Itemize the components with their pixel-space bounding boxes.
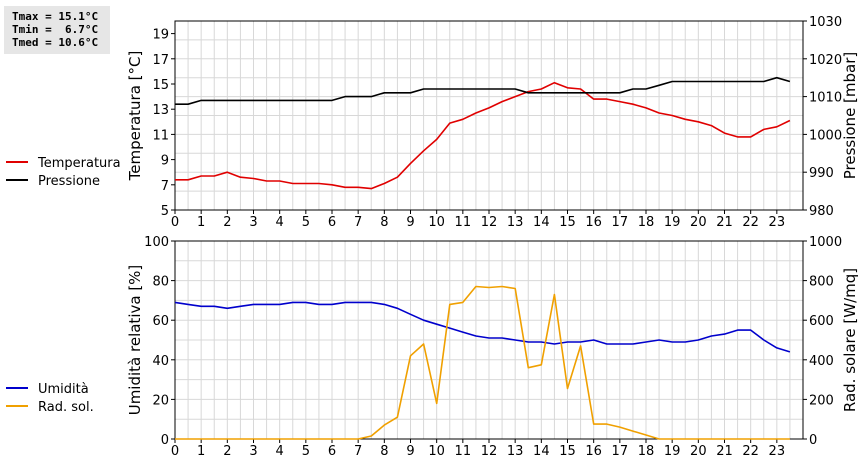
y-tick-label: 40 <box>152 354 169 369</box>
y-right-tick-label: 200 <box>809 393 834 408</box>
x-tick-label: 10 <box>428 444 445 459</box>
x-tick-label: 23 <box>769 215 786 230</box>
y-axis-title: Temperatura [°C] <box>126 51 144 182</box>
y-right-tick-label: 600 <box>809 314 834 329</box>
y-right-tick-label: 1020 <box>809 53 842 68</box>
x-tick-label: 16 <box>585 444 602 459</box>
x-tick-label: 8 <box>380 444 388 459</box>
x-tick-label: 13 <box>507 444 524 459</box>
y-tick-label: 100 <box>144 235 169 250</box>
x-tick-label: 8 <box>380 215 388 230</box>
series-line-pressione <box>175 76 791 105</box>
x-tick-label: 4 <box>276 444 284 459</box>
x-tick-label: 17 <box>612 215 629 230</box>
x-tick-label: 0 <box>171 444 179 459</box>
x-tick-label: 0 <box>171 215 179 230</box>
x-tick-label: 3 <box>249 215 257 230</box>
x-tick-label: 9 <box>406 444 414 459</box>
y-tick-label: 20 <box>152 393 169 408</box>
x-tick-label: 10 <box>428 215 445 230</box>
y-right-tick-label: 1000 <box>809 128 842 143</box>
y-right-axis-title: Pressione [mbar] <box>841 52 859 180</box>
x-tick-label: 4 <box>276 215 284 230</box>
x-tick-label: 12 <box>481 444 498 459</box>
x-tick-label: 18 <box>638 444 655 459</box>
x-tick-label: 7 <box>354 215 362 230</box>
x-tick-label: 1 <box>197 215 205 230</box>
y-tick-label: 17 <box>152 53 169 68</box>
y-tick-label: 60 <box>152 314 169 329</box>
y-right-tick-label: 1010 <box>809 91 842 106</box>
x-tick-label: 5 <box>302 215 310 230</box>
x-tick-label: 12 <box>481 215 498 230</box>
legend-label: Temperatura <box>37 156 121 171</box>
y-right-tick-label: 1000 <box>809 235 842 250</box>
x-tick-label: 18 <box>638 215 655 230</box>
legend-label: Umidità <box>38 382 89 397</box>
y-tick-label: 5 <box>161 204 169 219</box>
series-line-temperatura <box>175 81 791 190</box>
tmed-text: Tmed = 10.6°C <box>12 36 99 49</box>
y-right-tick-label: 980 <box>809 204 834 219</box>
y-tick-label: 19 <box>152 28 169 43</box>
x-tick-label: 19 <box>664 444 681 459</box>
x-tick-label: 14 <box>533 444 550 459</box>
y-tick-label: 7 <box>161 179 169 194</box>
y-right-axis-title: Rad. solare [W/mq] <box>841 268 859 412</box>
legend-label: Pressione <box>38 174 100 189</box>
x-tick-label: 21 <box>716 215 733 230</box>
series-line-rad-sol- <box>175 285 790 440</box>
y-tick-label: 15 <box>152 78 169 93</box>
x-tick-label: 16 <box>585 215 602 230</box>
y-tick-label: 11 <box>152 128 169 143</box>
x-tick-label: 11 <box>455 215 472 230</box>
y-right-tick-label: 400 <box>809 354 834 369</box>
x-tick-label: 2 <box>223 215 231 230</box>
legend-label: Rad. sol. <box>38 400 94 415</box>
series-line-umidit- <box>174 301 791 353</box>
x-tick-label: 6 <box>328 215 336 230</box>
x-tick-label: 5 <box>302 444 310 459</box>
x-tick-label: 6 <box>328 444 336 459</box>
y-tick-label: 0 <box>161 433 169 448</box>
x-tick-label: 19 <box>664 215 681 230</box>
x-tick-label: 22 <box>742 444 759 459</box>
y-tick-label: 9 <box>161 154 169 169</box>
x-tick-label: 21 <box>716 444 733 459</box>
x-tick-label: 7 <box>354 444 362 459</box>
y-axis-title: Umidità relativa [%] <box>126 265 144 416</box>
y-right-tick-label: 1030 <box>809 15 842 30</box>
x-tick-label: 1 <box>197 444 205 459</box>
y-right-tick-label: 800 <box>809 275 834 290</box>
x-tick-label: 15 <box>559 444 576 459</box>
y-tick-label: 13 <box>152 103 169 118</box>
x-tick-label: 9 <box>406 215 414 230</box>
tmax-text: Tmax = 15.1°C <box>12 10 99 23</box>
x-tick-label: 2 <box>223 444 231 459</box>
x-tick-label: 23 <box>769 444 786 459</box>
x-tick-label: 17 <box>612 444 629 459</box>
x-tick-label: 11 <box>455 444 472 459</box>
stats-box: Tmax = 15.1°C Tmin = 6.7°C Tmed = 10.6°C <box>4 6 110 54</box>
x-tick-label: 22 <box>742 215 759 230</box>
x-tick-label: 20 <box>690 215 707 230</box>
x-tick-label: 3 <box>249 444 257 459</box>
x-tick-label: 13 <box>507 215 524 230</box>
x-tick-label: 20 <box>690 444 707 459</box>
x-tick-label: 15 <box>559 215 576 230</box>
y-tick-label: 80 <box>152 275 169 290</box>
x-tick-label: 14 <box>533 215 550 230</box>
y-right-tick-label: 990 <box>809 166 834 181</box>
y-right-tick-label: 0 <box>809 433 817 448</box>
tmin-text: Tmin = 6.7°C <box>12 23 99 36</box>
